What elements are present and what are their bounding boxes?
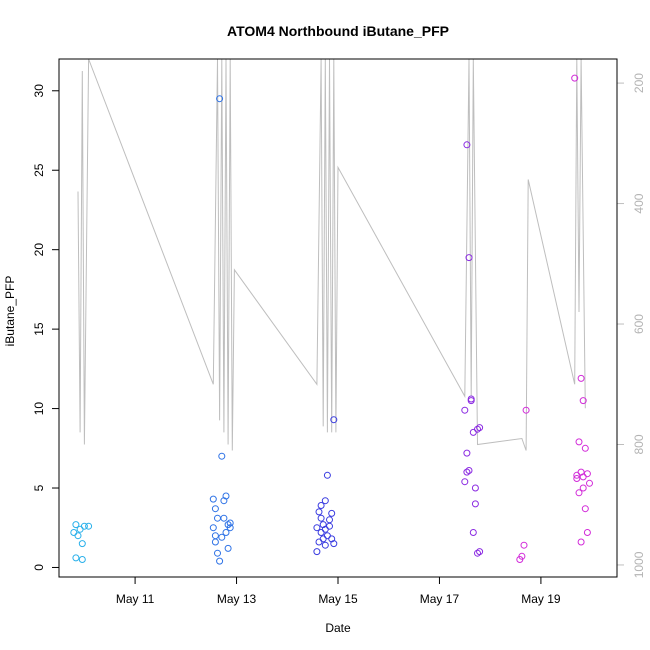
data-point bbox=[80, 522, 88, 530]
data-point bbox=[209, 524, 217, 532]
data-point bbox=[74, 532, 82, 540]
data-point bbox=[465, 467, 473, 474]
data-point bbox=[463, 449, 471, 457]
data-point bbox=[461, 478, 469, 486]
data-point bbox=[216, 95, 224, 103]
data-point bbox=[463, 468, 471, 476]
data-point bbox=[226, 519, 234, 527]
y2-tick-label: 600 bbox=[632, 314, 646, 334]
data-point bbox=[518, 552, 526, 560]
data-point bbox=[321, 541, 329, 549]
data-point bbox=[575, 489, 583, 497]
y2-tick-label: 1000 bbox=[632, 551, 646, 578]
data-point bbox=[313, 548, 321, 556]
x-tick-label: May 15 bbox=[318, 592, 358, 606]
data-point bbox=[461, 406, 469, 414]
data-point bbox=[579, 397, 587, 405]
data-point bbox=[577, 374, 585, 382]
data-point bbox=[581, 444, 589, 452]
axes-layer: May 11 May 13 May 15 May 17 May 19 0 5 10 15 20 25… bbox=[32, 73, 646, 606]
data-point bbox=[520, 541, 528, 549]
data-point bbox=[577, 538, 585, 546]
data-point bbox=[575, 438, 583, 446]
data-point bbox=[321, 525, 329, 533]
x-tick-label: May 13 bbox=[217, 592, 257, 606]
data-point bbox=[218, 452, 226, 460]
secondary-series-line bbox=[77, 58, 586, 451]
x-axis-title: Date bbox=[325, 621, 351, 635]
data-point bbox=[583, 529, 591, 536]
data-point bbox=[224, 544, 232, 552]
data-point bbox=[474, 549, 481, 557]
data-point bbox=[330, 540, 338, 548]
chart-title: ATOM4 Northbound iButane_PFP bbox=[227, 23, 449, 39]
data-point bbox=[209, 495, 217, 503]
data-point bbox=[313, 524, 321, 532]
data-point bbox=[467, 395, 475, 403]
data-point bbox=[469, 529, 477, 536]
data-point bbox=[581, 505, 589, 513]
data-point bbox=[323, 471, 331, 479]
data-point bbox=[474, 425, 481, 433]
data-point bbox=[522, 406, 530, 414]
y2-tick-label: 800 bbox=[632, 434, 646, 454]
x-tick-label: May 17 bbox=[420, 592, 460, 606]
x-tick-label: May 11 bbox=[116, 592, 155, 606]
data-point bbox=[330, 416, 338, 424]
data-point bbox=[571, 74, 579, 82]
y2-tick-label: 400 bbox=[632, 193, 646, 213]
data-point bbox=[216, 557, 224, 565]
data-point bbox=[72, 554, 80, 562]
data-point bbox=[476, 424, 484, 432]
y-tick-label: 25 bbox=[32, 163, 46, 177]
data-point bbox=[573, 475, 581, 482]
y-tick-label: 20 bbox=[32, 243, 46, 257]
data-point bbox=[214, 549, 221, 557]
data-point bbox=[220, 514, 228, 522]
data-point bbox=[579, 484, 587, 492]
data-point bbox=[328, 509, 336, 517]
y-tick-label: 0 bbox=[32, 564, 46, 571]
data-point bbox=[579, 473, 587, 481]
data-point bbox=[471, 484, 479, 492]
y-tick-label: 15 bbox=[32, 322, 46, 336]
x-tick-label: May 19 bbox=[521, 592, 561, 606]
plot-frame bbox=[58, 58, 618, 578]
data-point bbox=[321, 497, 329, 505]
secondary-line-layer bbox=[77, 58, 586, 451]
y-tick-label: 5 bbox=[32, 484, 46, 491]
data-point bbox=[85, 522, 93, 530]
data-point bbox=[72, 521, 80, 529]
data-points-layer bbox=[70, 74, 593, 565]
data-point bbox=[317, 514, 325, 522]
data-point bbox=[78, 556, 86, 563]
data-point bbox=[315, 508, 323, 516]
data-point bbox=[471, 500, 479, 508]
data-point bbox=[211, 505, 219, 513]
data-point bbox=[317, 502, 325, 509]
data-point bbox=[211, 532, 219, 540]
y-axis-title: iButane_PFP bbox=[3, 276, 17, 347]
data-point bbox=[463, 141, 471, 149]
data-point bbox=[218, 533, 226, 541]
data-point bbox=[222, 529, 230, 536]
data-point bbox=[465, 254, 473, 262]
data-point bbox=[226, 524, 234, 532]
data-point bbox=[586, 479, 593, 487]
y-tick-label: 10 bbox=[32, 402, 46, 416]
y-tick-label: 30 bbox=[32, 84, 46, 98]
data-point bbox=[78, 540, 86, 548]
data-point bbox=[222, 492, 230, 500]
y2-tick-label: 200 bbox=[632, 73, 646, 93]
data-point bbox=[476, 548, 484, 556]
